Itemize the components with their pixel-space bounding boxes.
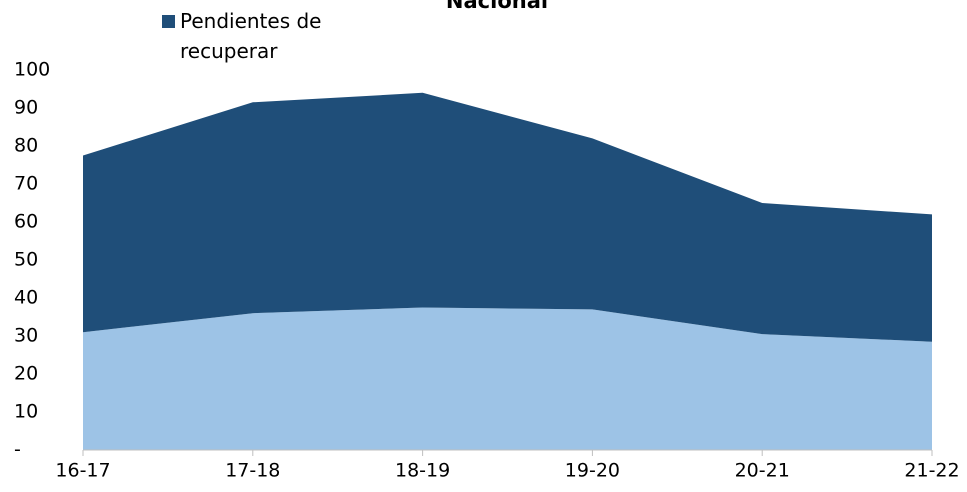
- y-tick-label: 10: [14, 401, 38, 423]
- x-tick-label: 16-17: [55, 460, 110, 482]
- legend-label: Pendientes de recuperar: [180, 9, 322, 63]
- y-tick-label: 60: [14, 211, 38, 233]
- chart-title: Nacional: [446, 0, 548, 13]
- y-tick-label: 50: [14, 249, 38, 271]
- y-tick-label: 30: [14, 325, 38, 347]
- y-tick-label: -: [14, 439, 21, 461]
- x-tick-label: 20-21: [735, 460, 790, 482]
- x-tick-label: 21-22: [904, 460, 959, 482]
- legend-swatch: [162, 15, 175, 28]
- area: [83, 92, 932, 342]
- y-tick-label: 90: [14, 97, 38, 119]
- y-tick-label: 80: [14, 135, 38, 157]
- area: [83, 307, 932, 450]
- y-tick-label: 40: [14, 287, 38, 309]
- legend: Pendientes de recuperar: [162, 6, 362, 66]
- y-tick-label: 20: [14, 363, 38, 385]
- y-tick-label: 100: [14, 59, 50, 81]
- x-tick-label: 17-18: [225, 460, 280, 482]
- x-tick-label: 18-19: [395, 460, 450, 482]
- y-tick-label: 70: [14, 173, 38, 195]
- x-tick-label: 19-20: [565, 460, 620, 482]
